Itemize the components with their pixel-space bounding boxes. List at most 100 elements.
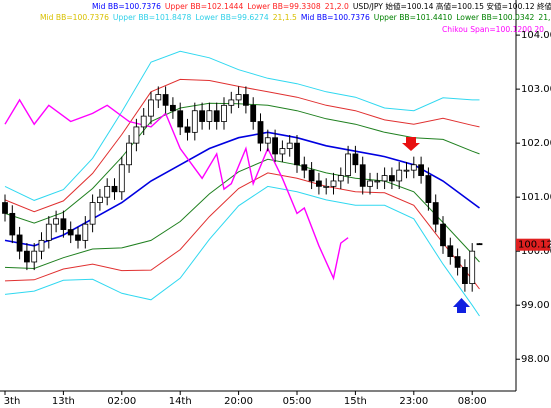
bollinger-band: [4, 158, 480, 270]
candle-body: [213, 110, 220, 122]
header-item: 21,1.5: [273, 13, 297, 22]
candle-body: [403, 169, 410, 172]
candle-body: [191, 110, 198, 133]
candle-body: [169, 104, 176, 112]
candle-body: [345, 153, 352, 176]
candle-body: [250, 104, 257, 122]
candle-body: [75, 234, 81, 241]
candle-body: [206, 110, 213, 122]
candle-body: [9, 212, 16, 236]
candle-body: [118, 164, 125, 193]
candle-body: [264, 137, 271, 144]
x-tick-label: 08:00: [458, 396, 487, 407]
header-item: Upper BB=101.8478: [113, 13, 192, 22]
x-tick-label: 20:00: [224, 396, 253, 407]
price-box: [516, 238, 550, 251]
candle-body: [45, 223, 52, 241]
header-line: Mid BB=100.7376 Upper BB=101.8478 Lower BB…: [40, 13, 551, 22]
candle-body: [469, 250, 476, 284]
bollinger-band: [4, 50, 480, 201]
y-tick-label: 103.00: [521, 84, 551, 95]
candle-body: [148, 99, 154, 117]
up-arrow: [453, 298, 470, 313]
header-line: Mid BB=100.7376 Upper BB=102.1444 Lower BB…: [92, 1, 551, 11]
candle-body: [425, 175, 432, 203]
candle-body: [359, 164, 366, 187]
candle-body: [272, 137, 279, 155]
candle-body: [126, 142, 132, 166]
candle-body: [140, 115, 147, 128]
candle-body: [38, 239, 45, 252]
header-item: Lower BB=99.3308: [247, 2, 321, 11]
candle-body: [447, 245, 454, 257]
header-item: 21,1.0: [538, 13, 551, 22]
candle-body: [82, 223, 89, 241]
header-line: Chikou Span=100.1200 20: [442, 25, 544, 34]
candle-body: [89, 202, 96, 225]
candle-body: [454, 256, 461, 268]
candle-body: [97, 196, 103, 203]
candle-body: [23, 250, 30, 263]
header-item: Mid BB=100.7376: [301, 13, 370, 22]
candle-body: [221, 104, 227, 122]
header-item: Upper BB=102.1444: [165, 2, 244, 11]
candle-body: [242, 94, 249, 106]
candle-body: [352, 153, 359, 166]
candle-body: [31, 250, 38, 263]
candle-body: [155, 94, 162, 101]
y-tick-label: 101.00: [521, 192, 551, 203]
candle-body: [367, 180, 373, 187]
candle-body: [235, 94, 242, 101]
candle-body: [476, 243, 483, 246]
candle-body: [337, 175, 344, 182]
y-tick-label: 99.00: [521, 300, 550, 311]
candle-body: [111, 185, 118, 193]
candle-body: [440, 223, 446, 247]
candle-body: [2, 202, 8, 214]
x-tick-label: 13th: [52, 396, 75, 407]
candle-body: [374, 180, 381, 183]
x-tick-label: 23:00: [399, 396, 428, 407]
down-arrow: [402, 137, 420, 151]
chikou-span: [4, 98, 349, 281]
candle-body: [257, 121, 264, 144]
header-item: Chikou Span=100.1200 20: [442, 25, 544, 34]
header-item: Mid BB=100.7376: [92, 2, 161, 11]
x-tick-label: 14th: [169, 396, 192, 407]
plot: [2, 50, 483, 317]
candle-body: [294, 142, 300, 166]
header-item: Lower BB=99.6274: [195, 13, 269, 22]
candle-body: [330, 180, 337, 187]
y-tick-label: 104.00: [521, 30, 551, 41]
candle-body: [301, 164, 308, 171]
candle-body: [162, 94, 169, 106]
x-tick-label: 3th: [4, 396, 21, 407]
candle-body: [286, 142, 293, 149]
candle-body: [199, 110, 206, 122]
candle-body: [396, 169, 403, 182]
candle-body: [67, 229, 74, 236]
y-tick-label: 98.00: [521, 354, 550, 365]
header-item: USD/JPY 始値=100.14 高値=100.15 安値=100.12 終値…: [353, 1, 551, 11]
y-tick-label: 100.00: [521, 246, 551, 257]
candle-body: [308, 169, 315, 182]
candle-body: [228, 99, 235, 106]
x-tick-label: 15th: [344, 396, 367, 407]
y-tick-label: 102.00: [521, 138, 551, 149]
candle-body: [133, 126, 140, 144]
candle-body: [16, 234, 23, 252]
candle-body: [432, 202, 439, 225]
bollinger-band: [4, 78, 480, 213]
candle-body: [315, 180, 322, 187]
candle-body: [184, 126, 191, 133]
candle-body: [323, 185, 330, 188]
candle-body: [177, 110, 184, 128]
header: Mid BB=100.7376 Upper BB=102.1444 Lower BB…: [40, 1, 551, 34]
x-tick-label: 02:00: [107, 396, 136, 407]
header-item: Upper BB=101.4410: [374, 13, 453, 22]
candle-body: [418, 164, 425, 176]
candle-body: [410, 164, 417, 171]
candle-body: [104, 185, 111, 198]
candle-body: [388, 175, 395, 182]
